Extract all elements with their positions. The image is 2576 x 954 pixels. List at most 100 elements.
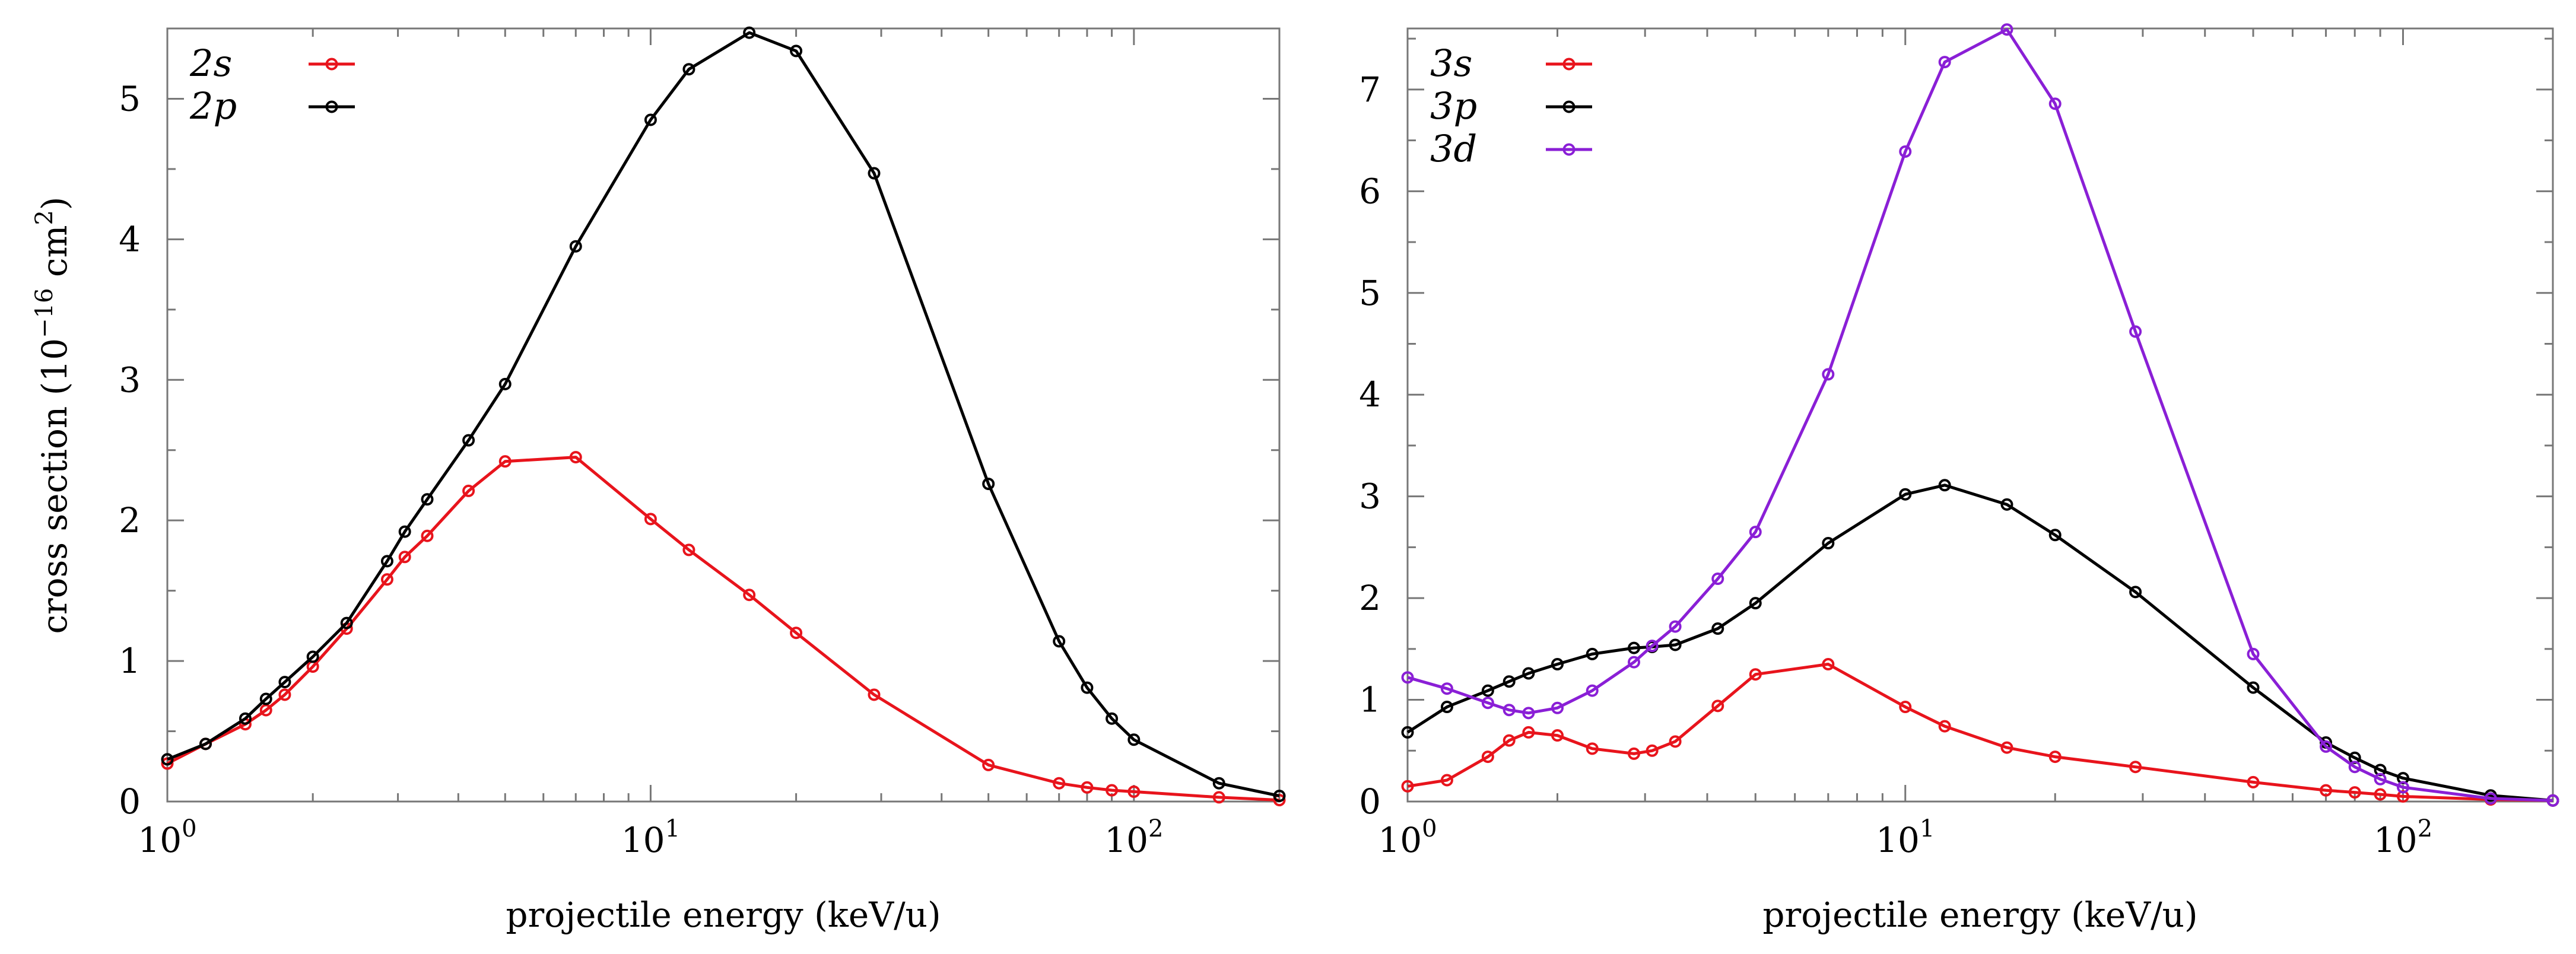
right-data-point-3s — [1551, 729, 1564, 742]
right-data-point-3d — [1646, 640, 1659, 653]
right-data-point-3s — [1440, 774, 1453, 787]
right-chart-panel: 100 101 102 0 1 2 3 4 5 6 7 projectile energy (keV… — [1359, 23, 2559, 935]
left-data-point-2s — [380, 573, 393, 586]
left-legend-marker-2s — [325, 58, 338, 71]
left-data-point-2p — [380, 555, 393, 568]
left-legend-label-2s: 2s — [189, 42, 232, 85]
right-legend-marker-3p — [1562, 100, 1576, 113]
right-data-point-3s — [2348, 786, 2361, 799]
right-y-tick-label: 7 — [1359, 69, 1381, 110]
right-data-point-3p — [1899, 488, 1912, 501]
right-data-point-3d — [1628, 656, 1641, 669]
right-data-point-3p — [1503, 675, 1516, 688]
right-data-point-3p — [1551, 658, 1564, 671]
left-series-layer — [161, 26, 1286, 807]
right-y-tick-label: 1 — [1359, 680, 1381, 720]
right-data-point-3p — [2048, 529, 2062, 542]
right-data-point-3p — [1481, 684, 1494, 697]
right-data-point-3d — [2247, 647, 2260, 660]
left-legend-marker-2p — [325, 100, 338, 113]
right-data-point-3p — [2129, 586, 2142, 599]
left-chart-panel: 100 101 102 0 1 2 3 4 5 projectile energy (keV/u… — [31, 26, 1286, 935]
left-data-point-2p — [278, 676, 291, 689]
left-data-point-2p — [1127, 733, 1141, 746]
right-data-point-3d — [1522, 707, 1535, 720]
right-y-tick-label: 6 — [1359, 171, 1381, 211]
right-data-point-3s — [2048, 751, 2062, 764]
left-y-axis-title: cross section (10−16 cm2) — [31, 196, 75, 634]
right-series-line-3d — [1407, 28, 2553, 802]
right-data-point-3s — [1899, 701, 1912, 714]
left-x-axis-title: projectile energy (keV/u) — [506, 895, 941, 935]
left-data-point-2p — [644, 113, 657, 126]
left-plot-frame — [166, 27, 1281, 803]
right-data-point-3s — [1522, 726, 1535, 739]
left-data-point-2s — [498, 455, 512, 468]
right-data-point-3s — [1481, 751, 1494, 764]
right-data-point-3d — [1822, 368, 1835, 381]
right-data-point-3p — [1401, 726, 1414, 739]
right-data-point-3p — [1822, 537, 1835, 550]
right-data-point-3d — [2348, 761, 2361, 774]
right-data-point-3s — [2129, 761, 2142, 774]
right-data-point-3p — [2000, 498, 2013, 511]
right-data-point-3p — [1938, 479, 1951, 492]
left-series-line-2p — [167, 31, 1280, 797]
right-data-point-3s — [2247, 775, 2260, 788]
left-data-point-2s — [1127, 785, 1141, 798]
left-data-point-2p — [982, 478, 995, 491]
right-data-point-3s — [1711, 699, 1724, 713]
right-data-point-3s — [2374, 788, 2387, 801]
left-data-point-2p — [259, 692, 272, 705]
right-data-point-3s — [1401, 780, 1414, 793]
right-data-point-3d — [1938, 56, 1951, 69]
right-data-point-3s — [1646, 744, 1659, 757]
left-data-point-2p — [199, 737, 212, 751]
left-data-point-2p — [498, 377, 512, 390]
right-data-point-3s — [2000, 741, 2013, 754]
left-x-tick-label: 101 — [621, 815, 680, 860]
left-data-point-2s — [1106, 784, 1119, 797]
left-y-tick-label: 1 — [119, 641, 141, 681]
right-series-line-3s — [1407, 663, 2553, 802]
right-data-point-3d — [1401, 671, 1414, 684]
left-data-point-2s — [982, 758, 995, 771]
right-data-point-3p — [1628, 641, 1641, 654]
left-y-tick-label: 0 — [119, 781, 141, 822]
left-y-tick-label: 3 — [119, 360, 141, 400]
left-data-point-2p — [1053, 635, 1066, 648]
left-data-point-2s — [398, 551, 411, 564]
right-data-point-3d — [1586, 684, 1599, 697]
left-y-tick-label: 2 — [119, 500, 141, 540]
left-data-point-2p — [569, 240, 582, 253]
right-data-point-3d — [2546, 794, 2559, 807]
left-data-point-2s — [462, 484, 475, 497]
right-series-layer — [1401, 23, 2559, 807]
left-x-tick-label: 102 — [1104, 815, 1163, 860]
right-data-point-3d — [1440, 682, 1453, 695]
left-data-point-2p — [682, 63, 695, 76]
right-data-point-3d — [1899, 145, 1912, 158]
left-y-tick-label: 5 — [119, 78, 141, 119]
right-y-tick-label: 3 — [1359, 476, 1381, 517]
right-data-point-3s — [1938, 720, 1951, 733]
left-data-point-2p — [398, 525, 411, 538]
left-data-point-2s — [790, 627, 803, 640]
right-legend-marker-3s — [1562, 58, 1576, 71]
right-data-point-3d — [1503, 704, 1516, 717]
right-data-point-3d — [1749, 526, 1762, 539]
right-data-point-3p — [1749, 597, 1762, 610]
right-data-point-3d — [2484, 792, 2497, 805]
right-y-tick-label: 0 — [1359, 781, 1381, 822]
right-data-point-3p — [1586, 647, 1599, 660]
left-data-point-2p — [161, 753, 174, 766]
right-data-point-3d — [1481, 697, 1494, 710]
right-y-tick-label: 2 — [1359, 578, 1381, 618]
right-plot-frame — [1406, 27, 2554, 803]
right-data-point-3d — [1711, 573, 1724, 586]
right-ticks — [1406, 28, 2554, 803]
right-y-tick-label: 5 — [1359, 273, 1381, 313]
left-data-point-2p — [868, 167, 881, 180]
left-legend-label-2p: 2p — [189, 84, 237, 128]
